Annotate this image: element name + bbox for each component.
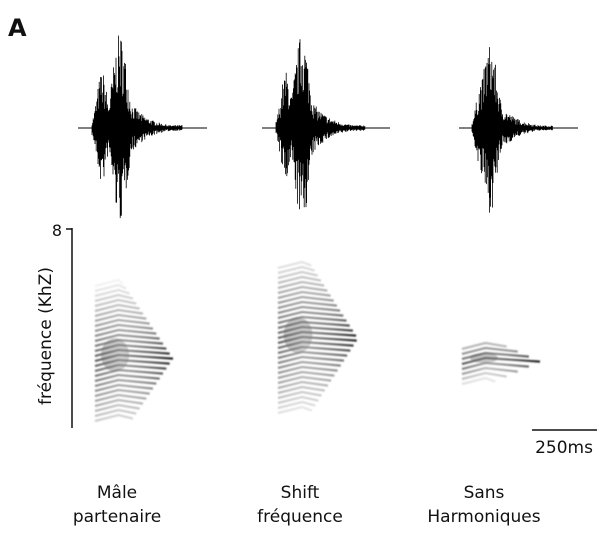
condition-label: partenaire <box>73 507 161 527</box>
waveform <box>275 39 366 210</box>
scale-bar-label: 250ms <box>535 438 593 458</box>
panel-label: A <box>8 14 27 42</box>
condition-label: Shift <box>281 483 320 503</box>
y-tick-label: 8 <box>52 221 62 240</box>
waveform <box>471 47 553 213</box>
condition-label: Mâle <box>97 483 137 503</box>
y-axis-label: fréquence (KhZ) <box>36 267 56 405</box>
condition-label: Harmoniques <box>427 507 540 527</box>
condition-label: fréquence <box>257 507 343 527</box>
waveform <box>91 35 183 219</box>
condition-label: Sans <box>464 483 505 503</box>
spectrogram-fade <box>460 341 542 387</box>
spectrograms <box>93 260 542 423</box>
waveforms <box>78 35 578 219</box>
spectrogram-fade <box>93 278 175 422</box>
spectrogram-fade <box>276 260 360 414</box>
